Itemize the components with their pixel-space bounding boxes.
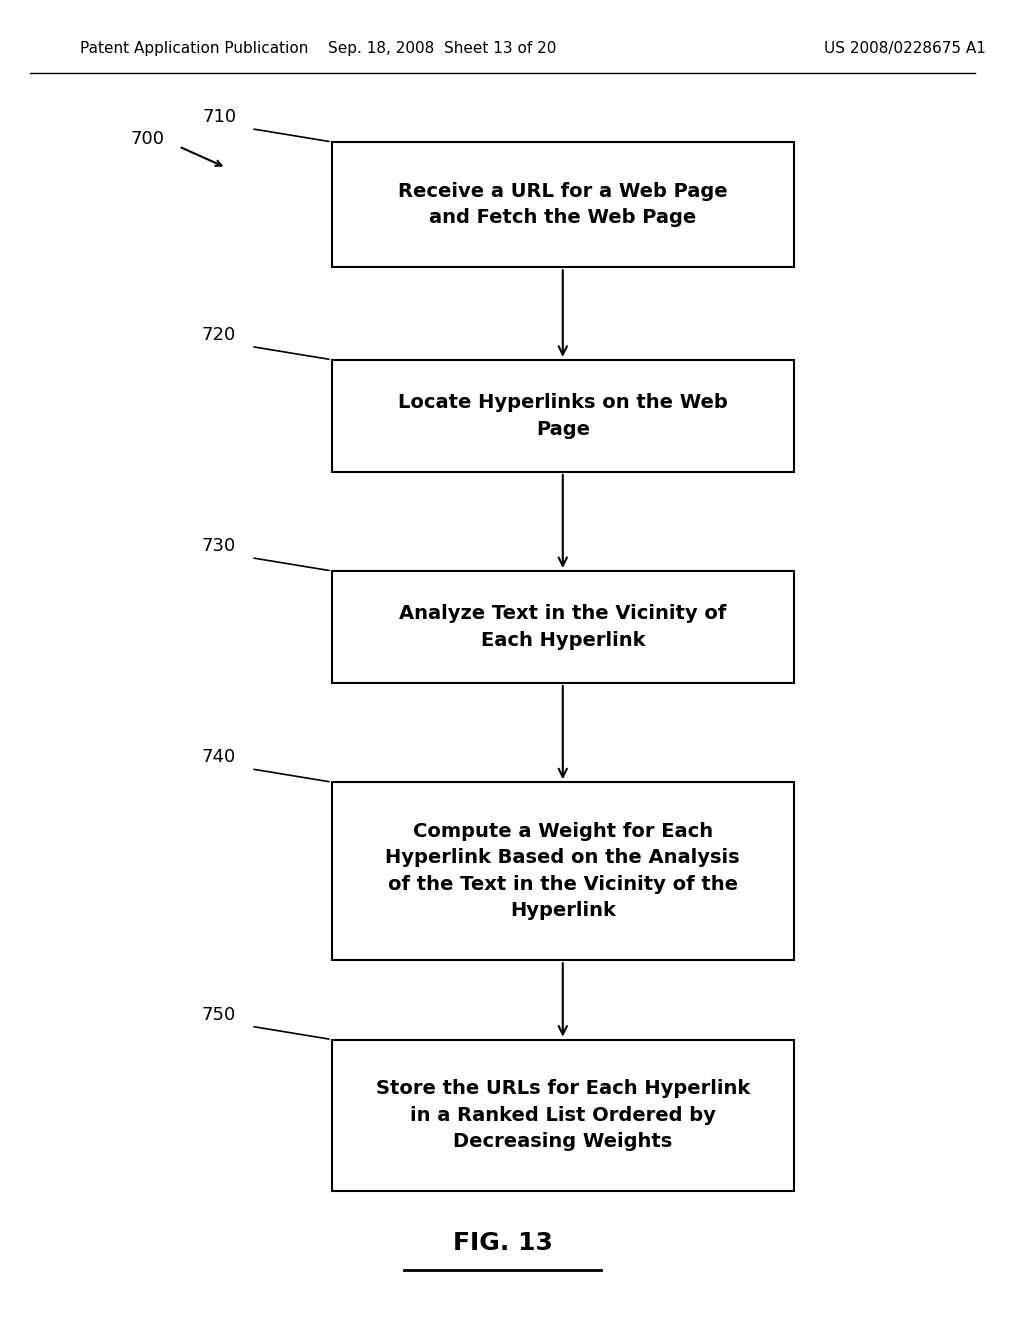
FancyBboxPatch shape [332, 143, 794, 267]
Text: FIG. 13: FIG. 13 [453, 1232, 552, 1255]
Text: Locate Hyperlinks on the Web
Page: Locate Hyperlinks on the Web Page [398, 393, 728, 438]
Text: 730: 730 [202, 537, 237, 554]
Text: Patent Application Publication: Patent Application Publication [81, 41, 309, 57]
Text: 700: 700 [131, 129, 165, 148]
Text: 710: 710 [202, 108, 237, 125]
Text: Compute a Weight for Each
Hyperlink Based on the Analysis
of the Text in the Vic: Compute a Weight for Each Hyperlink Base… [385, 822, 740, 920]
Text: US 2008/0228675 A1: US 2008/0228675 A1 [824, 41, 986, 57]
Text: Sep. 18, 2008  Sheet 13 of 20: Sep. 18, 2008 Sheet 13 of 20 [328, 41, 556, 57]
FancyBboxPatch shape [332, 781, 794, 961]
Text: Store the URLs for Each Hyperlink
in a Ranked List Ordered by
Decreasing Weights: Store the URLs for Each Hyperlink in a R… [376, 1080, 750, 1151]
Text: Analyze Text in the Vicinity of
Each Hyperlink: Analyze Text in the Vicinity of Each Hyp… [399, 605, 726, 649]
Text: 750: 750 [202, 1006, 237, 1024]
FancyBboxPatch shape [332, 1040, 794, 1191]
FancyBboxPatch shape [332, 570, 794, 682]
Text: 720: 720 [202, 326, 237, 343]
FancyBboxPatch shape [332, 359, 794, 471]
Text: Receive a URL for a Web Page
and Fetch the Web Page: Receive a URL for a Web Page and Fetch t… [398, 182, 728, 227]
Text: 740: 740 [202, 748, 237, 766]
